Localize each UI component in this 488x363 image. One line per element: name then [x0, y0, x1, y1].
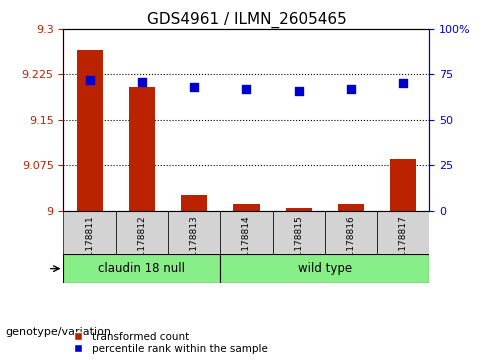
FancyBboxPatch shape [220, 211, 273, 254]
Bar [285, 208, 312, 211]
Text: GSM1178811: GSM1178811 [85, 215, 94, 276]
Bar [338, 204, 364, 211]
Text: GSM1178816: GSM1178816 [346, 215, 356, 276]
Text: GSM1178815: GSM1178815 [294, 215, 303, 276]
Text: GSM1178812: GSM1178812 [137, 215, 146, 276]
Point [399, 81, 407, 86]
FancyBboxPatch shape [168, 211, 220, 254]
Text: GSM1178813: GSM1178813 [190, 215, 199, 276]
Bar [77, 50, 102, 211]
Text: claudin 18 null: claudin 18 null [99, 262, 185, 275]
FancyBboxPatch shape [63, 254, 220, 283]
Text: genotype/variation: genotype/variation [5, 327, 111, 337]
FancyBboxPatch shape [220, 254, 429, 283]
Text: GSM1178817: GSM1178817 [399, 215, 408, 276]
FancyBboxPatch shape [273, 211, 325, 254]
Bar [181, 195, 207, 211]
FancyBboxPatch shape [63, 211, 116, 254]
Bar [233, 204, 260, 211]
Text: GSM1178814: GSM1178814 [242, 215, 251, 276]
Point [86, 77, 94, 83]
FancyBboxPatch shape [377, 211, 429, 254]
Text: wild type: wild type [298, 262, 352, 275]
Legend: transformed count, percentile rank within the sample: transformed count, percentile rank withi… [64, 327, 272, 358]
Point [295, 88, 303, 94]
FancyBboxPatch shape [325, 211, 377, 254]
Point [347, 86, 355, 92]
FancyBboxPatch shape [116, 211, 168, 254]
Bar [390, 159, 416, 211]
Bar [129, 86, 155, 211]
Point [138, 79, 146, 85]
Point [243, 86, 250, 92]
Title: GDS4961 / ILMN_2605465: GDS4961 / ILMN_2605465 [146, 12, 346, 28]
Point [190, 84, 198, 90]
